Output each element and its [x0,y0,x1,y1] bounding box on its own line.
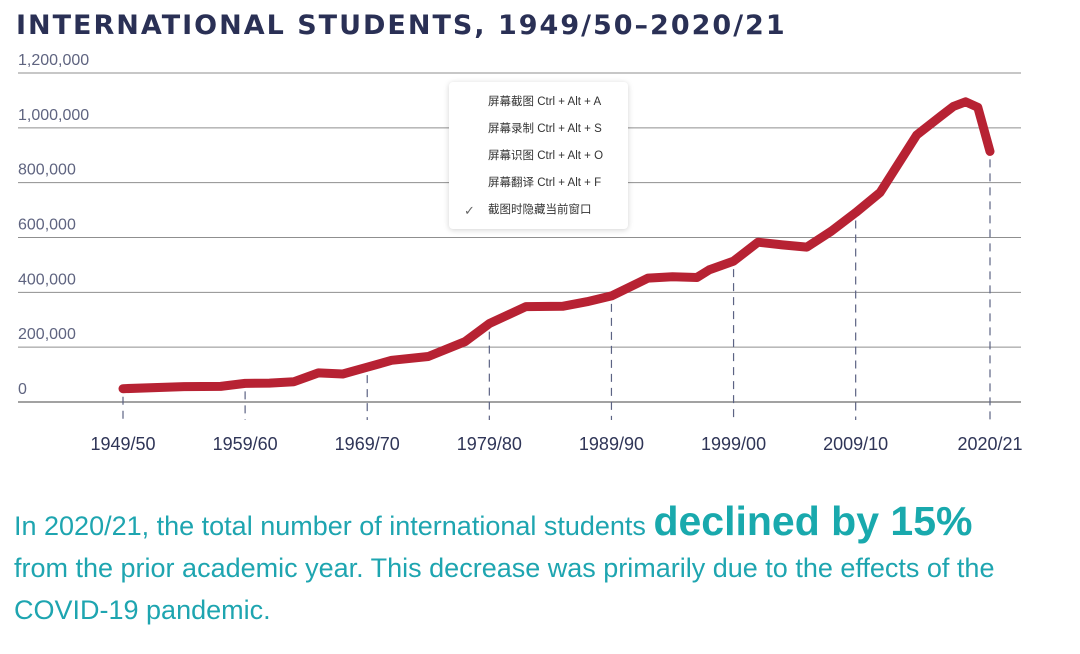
data-point [560,304,565,309]
data-point [670,274,675,279]
data-point [829,229,834,234]
data-point [523,304,528,309]
x-axis-guide-lines [122,159,991,420]
data-point [731,259,736,264]
y-tick-label: 0 [18,381,27,398]
data-point [878,190,883,195]
menu-item-screen-translate[interactable]: 屏幕翻译 Ctrl + Alt + F [449,170,628,197]
caption-text-lead: In 2020/21, the total number of internat… [14,511,654,541]
data-point [804,245,809,250]
y-tick-label: 1,200,000 [18,52,89,69]
data-point [316,370,321,375]
x-tick-label: 2009/10 [823,434,888,454]
chart-title: INTERNATIONAL STUDENTS, 1949/50–2020/21 [16,10,787,41]
y-axis-ticks: 0 200,000 400,000 600,000 800,000 1,000,000 1,… [18,52,89,398]
menu-item-screen-recognize[interactable]: 屏幕识图 Ctrl + Alt + O [449,143,628,170]
data-point [267,381,272,386]
data-point [121,386,125,391]
y-tick-label: 400,000 [18,271,76,288]
data-point [707,267,712,272]
data-point [975,105,980,110]
data-point [487,321,492,326]
data-point [291,379,296,384]
data-point [939,113,944,118]
data-point [780,242,785,247]
x-axis-ticks: 1949/50 1959/60 1969/70 1979/80 1989/90 1999/… [90,434,1022,454]
data-point [951,104,956,109]
data-point [963,99,968,104]
x-tick-label: 1979/80 [457,434,522,454]
y-tick-label: 1,000,000 [18,107,89,124]
checkmark-icon: ✓ [464,203,475,218]
caption-emphasis: declined by 15% [653,498,973,544]
x-tick-label: 1959/60 [213,434,278,454]
data-point [340,372,345,377]
caption-text-rest: from the prior academic year. This decre… [14,553,995,625]
menu-item-label: 屏幕截图 Ctrl + Alt + A [488,96,602,108]
y-tick-label: 600,000 [18,217,76,234]
series-line-international-students [118,97,995,394]
y-tick-label: 800,000 [18,162,76,179]
x-tick-label: 1989/90 [579,434,644,454]
data-point [694,275,699,280]
data-point [182,384,187,389]
screenshot-context-menu: 屏幕截图 Ctrl + Alt + A 屏幕录制 Ctrl + Alt + S … [449,82,628,229]
data-point [609,293,614,298]
data-point [988,149,992,154]
menu-item-label: 截图时隐藏当前窗口 [488,204,592,216]
data-point [365,365,370,370]
menu-item-label: 屏幕翻译 Ctrl + Alt + F [488,177,602,189]
x-tick-label: 1969/70 [335,434,400,454]
x-tick-label: 1999/00 [701,434,766,454]
data-point [243,381,248,386]
menu-item-screen-record[interactable]: 屏幕录制 Ctrl + Alt + S [449,116,628,143]
data-point [914,132,919,137]
data-point [389,358,394,363]
data-point [462,339,467,344]
summary-caption: In 2020/21, the total number of internat… [14,500,1074,631]
data-point [585,299,590,304]
data-point [426,354,431,359]
data-point [755,240,760,245]
y-tick-label: 200,000 [18,326,76,343]
line-chart: 0 200,000 400,000 600,000 800,000 1,000,000 1,… [18,52,1023,454]
data-point [646,276,651,281]
x-tick-label: 1949/50 [90,434,155,454]
menu-item-hide-window[interactable]: ✓ 截图时隐藏当前窗口 [449,197,628,224]
data-point [853,210,858,215]
series-layer [118,97,995,394]
menu-item-screen-capture[interactable]: 屏幕截图 Ctrl + Alt + A [449,89,628,116]
menu-item-label: 屏幕识图 Ctrl + Alt + O [488,150,604,162]
data-point [218,384,223,389]
menu-item-label: 屏幕录制 Ctrl + Alt + S [488,123,602,135]
x-tick-label: 2020/21 [957,434,1022,454]
